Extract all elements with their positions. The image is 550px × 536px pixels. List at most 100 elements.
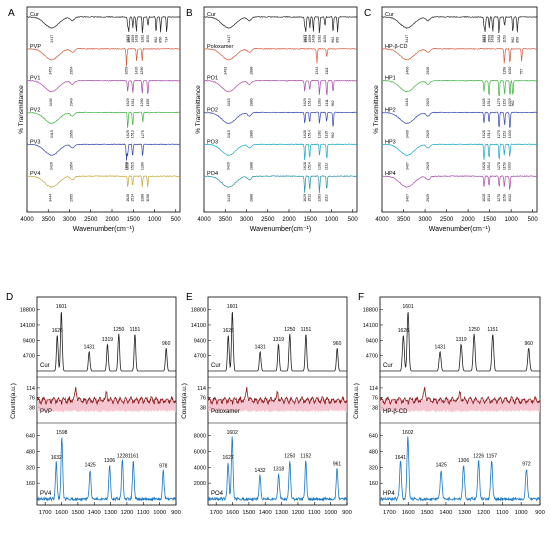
ftir-peak-label: 3444 <box>49 194 53 202</box>
ftir-peak-label: 1158 <box>502 194 506 202</box>
ftir-peak-label: 1627 <box>126 35 130 43</box>
ftir-peak-label: 1514 <box>487 194 491 202</box>
raman-ytick-label: 2000 <box>194 481 206 487</box>
ftir-tick-label: 1000 <box>148 217 162 223</box>
raman-tick-label: 1000 <box>324 510 337 516</box>
raman-tick-label: 1700 <box>210 510 223 516</box>
ftir-peak-label: 1282 <box>318 35 322 43</box>
ftir-peak-label: 1514 <box>487 98 491 106</box>
ftir-peak-label: 1629 <box>126 98 130 106</box>
ftir-tick-label: 3500 <box>397 217 411 223</box>
ftir-peak-label: 1278 <box>497 162 501 170</box>
ftir-peak-label: 1152 <box>503 131 507 139</box>
ftir-frame <box>381 6 538 213</box>
raman-tick-label: 1400 <box>439 510 452 516</box>
ftir-peak-label: 1514 <box>308 162 312 170</box>
ftir-series-HP1-line <box>381 79 538 97</box>
ftir-frame <box>203 6 358 213</box>
ftir-peak-label: 1275 <box>141 130 145 138</box>
raman-ytick-label: 4700 <box>366 354 378 360</box>
ftir-tick-label: 500 <box>348 217 359 223</box>
ftir-peak-label: 2888 <box>249 67 253 75</box>
ftir-frame <box>26 6 181 213</box>
ftir-peak-label: 1420 <box>135 67 139 75</box>
ftir-peak-label: 1660 <box>125 162 129 170</box>
ftir-tick-label: 2000 <box>461 217 475 223</box>
ftir-tick-label: 3500 <box>219 217 233 223</box>
raman-tick-label: 1400 <box>88 510 101 516</box>
raman-peak-label: 1319 <box>273 337 284 343</box>
ftir-series-PV2-line <box>26 111 181 128</box>
raman-peak-label: 1161 <box>128 454 139 460</box>
ftir-peak-label: 1111 <box>325 67 329 74</box>
raman-ytick-label: 18800 <box>191 308 206 314</box>
raman-ytick-label: 480 <box>26 450 35 456</box>
ftir-peak-label: 1153 <box>503 35 507 43</box>
raman-peak-label: 1598 <box>56 430 67 436</box>
ftir-series-label: PV2 <box>30 108 40 114</box>
ftir-peak-label: 856 <box>159 37 163 43</box>
ftir-series-label: HP1 <box>385 76 396 82</box>
ftir-peak-label: 1514 <box>308 130 312 138</box>
raman-peak-label: 1250 <box>113 327 124 333</box>
ftir-tick-label: 1000 <box>325 217 339 223</box>
raman-ytick-label: 160 <box>369 481 378 487</box>
raman-tick-label: 1600 <box>226 510 239 516</box>
ftir-peak-label: 962 <box>511 100 515 106</box>
raman-peak-label: 1602 <box>227 430 238 436</box>
raman-peak-label: 961 <box>333 461 342 467</box>
ftir-series-PV4-line <box>26 175 181 188</box>
raman-peak-label: 1432 <box>254 468 265 474</box>
ftir-peak-label: 2888 <box>249 194 253 202</box>
ftir-peak-label: 962 <box>331 100 335 106</box>
raman-series-label: HP-β-CD <box>383 409 408 415</box>
raman-series-Cur-line <box>208 312 347 372</box>
ftir-peak-label: 2886 <box>249 98 253 106</box>
ftir-peak-label: 1628 <box>303 162 307 170</box>
ftir-peak-label: 3407 <box>406 162 410 170</box>
raman-series-PVP-line <box>36 386 177 406</box>
raman-tick-label: 1100 <box>496 510 508 516</box>
ftir-series-HP4-line <box>381 175 538 190</box>
ftir-tick-label: 4000 <box>20 217 34 223</box>
ftir-peak-label: 1282 <box>141 35 145 43</box>
ftir-peak-label: 1603 <box>127 35 131 43</box>
ftir-peak-label: 1428 <box>491 35 495 43</box>
ftir-series-HP-β-CD-line <box>381 47 538 64</box>
raman-ytick-label: 38 <box>200 405 206 411</box>
raman-peak-label: 1632 <box>51 455 62 461</box>
ftir-series-label: PV1 <box>30 76 40 82</box>
ftir-peak-label: 1030 <box>508 67 512 75</box>
ftir-peak-label: 3417 <box>227 35 231 43</box>
ftir-panel-A: 4000 3500 3000 2500 2000 1500 1000 500 Wavenumbe… <box>18 6 181 233</box>
raman-ytick-label: 4700 <box>23 354 35 360</box>
ftir-peak-label: 1278 <box>497 194 501 202</box>
raman-tick-label: 900 <box>535 510 545 516</box>
ftir-tick-label: 3000 <box>63 217 77 223</box>
ftir-peak-label: 962 <box>331 132 335 138</box>
ftir-series-Cur-line <box>26 16 181 34</box>
raman-peak-label: 1226 <box>473 454 484 460</box>
ftir-peak-label: 1290 <box>140 98 144 106</box>
raman-peak-label: 1151 <box>487 327 498 333</box>
ftir-peak-label: 1280 <box>141 162 145 170</box>
ftir-peak-label: 3417 <box>50 35 54 43</box>
raman-tick-label: 1400 <box>259 510 272 516</box>
ftir-tick-label: 4000 <box>197 217 211 223</box>
ftir-peak-label: 1659 <box>125 67 129 75</box>
raman-peak-label: 1431 <box>255 345 266 351</box>
raman-ytick-label: 76 <box>372 396 378 402</box>
ftir-peak-label: 1514 <box>487 130 491 138</box>
ftir-peak-label: 1111 <box>325 99 329 106</box>
raman-series-label: Cur <box>211 363 221 369</box>
ftir-peak-label: 1428 <box>134 35 138 43</box>
ftir-peak-label: 1603 <box>483 35 487 43</box>
ftir-peak-label: 3417 <box>405 35 409 43</box>
raman-peak-label: 1151 <box>301 327 312 333</box>
ftir-peak-label: 1514 <box>131 194 135 202</box>
raman-peak-label: 1319 <box>102 337 113 343</box>
ftir-series-label: PO3 <box>207 139 218 145</box>
raman-ytick-label: 160 <box>26 481 35 487</box>
ftir-tick-label: 500 <box>528 217 539 223</box>
